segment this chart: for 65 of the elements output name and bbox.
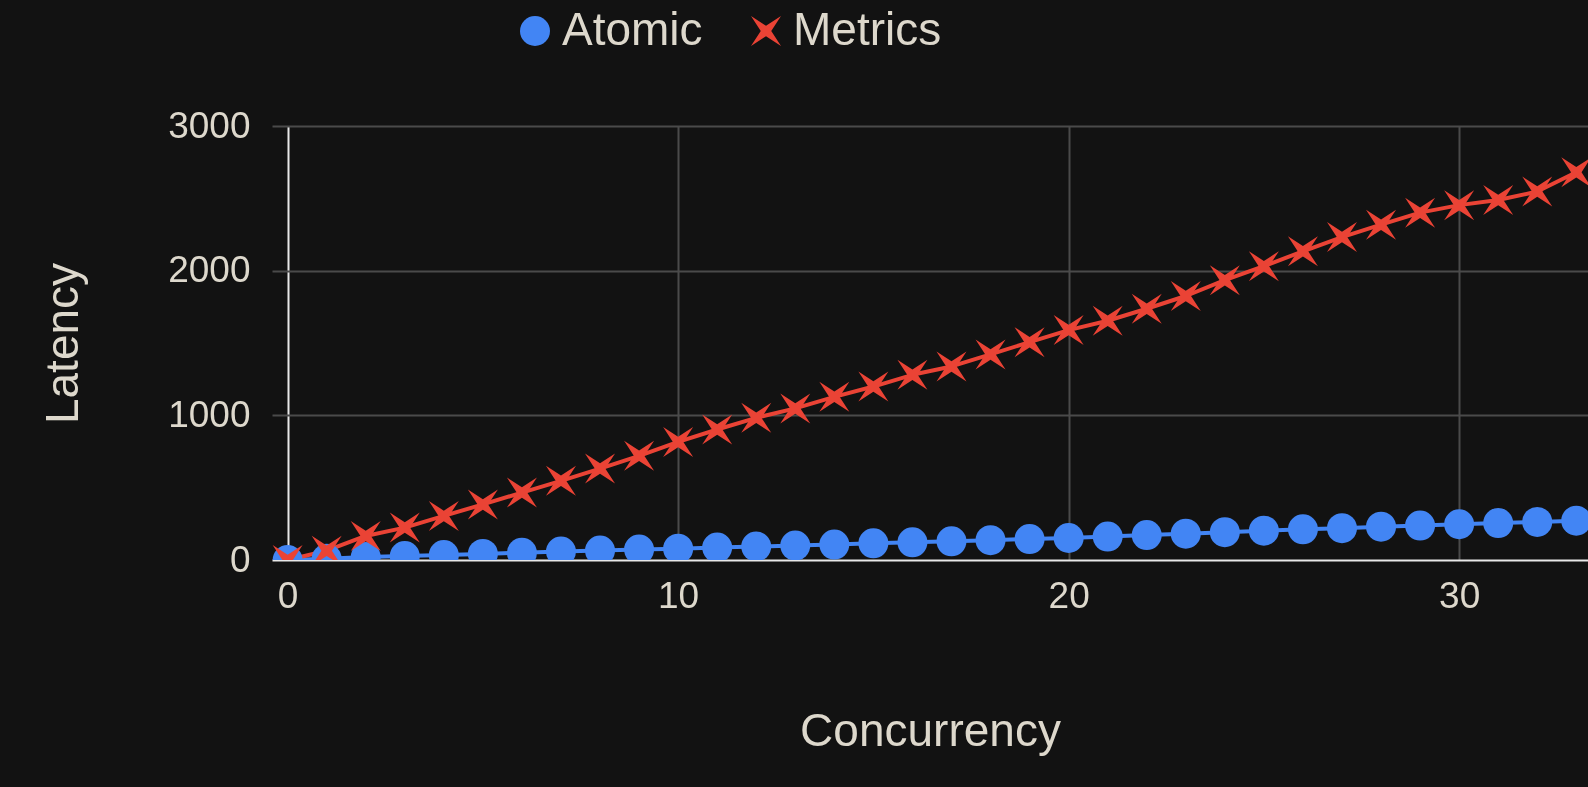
point — [1483, 508, 1514, 539]
y-axis-title: Latency — [36, 262, 89, 425]
point — [1366, 511, 1397, 542]
point — [1092, 521, 1123, 552]
point — [1287, 236, 1318, 267]
point — [936, 351, 967, 382]
point — [702, 532, 733, 560]
point — [1209, 265, 1240, 296]
point — [897, 359, 928, 390]
point — [1444, 509, 1475, 540]
point — [1405, 197, 1436, 228]
point — [780, 530, 811, 560]
point — [858, 371, 889, 402]
point — [545, 465, 576, 496]
point — [1248, 251, 1279, 282]
point — [819, 381, 850, 412]
point — [975, 339, 1006, 370]
point — [467, 489, 498, 520]
point — [1366, 209, 1397, 240]
point — [1287, 514, 1318, 545]
point — [1405, 510, 1436, 541]
point — [506, 477, 537, 508]
point — [350, 520, 381, 551]
y-tick-label: 2000 — [168, 249, 251, 291]
point — [1522, 506, 1553, 537]
point — [1326, 222, 1357, 253]
point — [780, 393, 811, 424]
point — [624, 440, 655, 471]
x-axis-title: Concurrency — [800, 703, 1061, 756]
point — [1014, 327, 1045, 358]
point — [897, 527, 928, 558]
point — [975, 525, 1006, 556]
x-tick-label: 0 — [277, 574, 299, 616]
point — [1170, 518, 1201, 549]
point — [858, 528, 889, 559]
point — [1326, 513, 1357, 544]
point — [936, 526, 967, 557]
point — [702, 414, 733, 445]
y-tick-label: 0 — [229, 538, 251, 580]
y-tick-label: 1000 — [168, 393, 251, 435]
point — [1209, 517, 1240, 548]
legend-label: Metrics — [793, 3, 942, 55]
point — [819, 529, 850, 560]
point — [1248, 515, 1279, 546]
point — [1014, 524, 1045, 554]
point — [585, 453, 616, 484]
x-tick-label: 20 — [1048, 574, 1090, 616]
y-tick-label: 3000 — [168, 104, 251, 146]
point — [428, 500, 459, 531]
point — [1170, 280, 1201, 311]
point — [1483, 185, 1514, 216]
point — [1053, 523, 1084, 553]
legend-label: Atomic — [562, 3, 703, 55]
point — [1092, 305, 1123, 336]
point — [663, 426, 694, 457]
point — [1053, 315, 1084, 346]
point — [1131, 520, 1162, 551]
point — [1522, 176, 1553, 207]
point — [741, 402, 772, 433]
point — [1444, 190, 1475, 221]
point — [1131, 293, 1162, 324]
point — [741, 531, 772, 560]
x-tick-label: 10 — [658, 574, 700, 616]
x-tick-label: 30 — [1439, 574, 1481, 616]
point — [389, 512, 420, 543]
